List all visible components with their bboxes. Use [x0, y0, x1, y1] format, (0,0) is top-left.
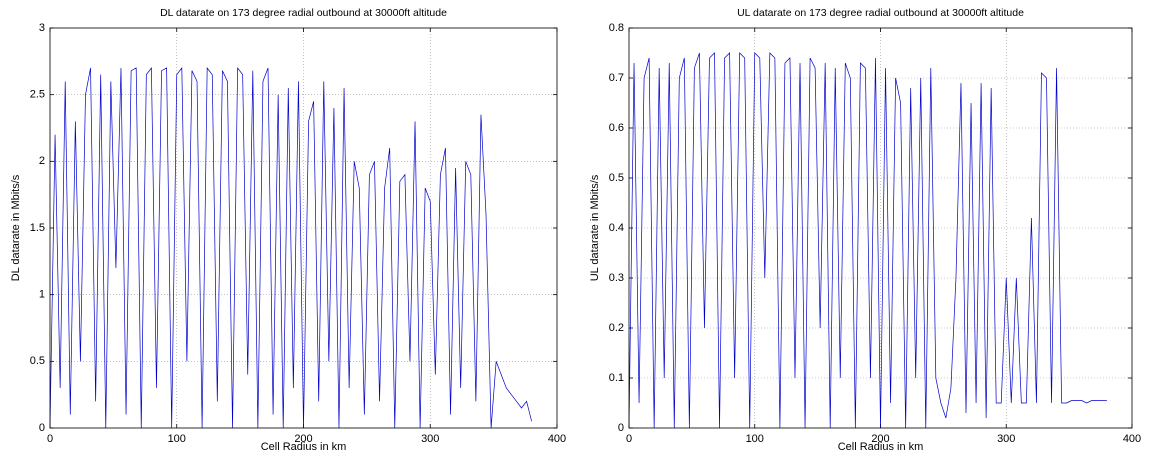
y-tick-label: 0: [618, 422, 624, 434]
x-axis-label: Cell Radius in km: [838, 441, 924, 453]
y-tick-label: 0: [39, 422, 45, 434]
y-tick-label: 0.3: [609, 272, 624, 284]
y-tick-label: 0.5: [30, 355, 45, 367]
y-axis-label: DL datarate in Mbits/s: [10, 174, 22, 281]
axes-frame: [628, 27, 1133, 429]
y-tick-label: 1: [39, 289, 45, 301]
x-tick-label: 300: [421, 433, 439, 445]
y-tick-label: 0.6: [609, 122, 624, 134]
x-tick-label: 0: [47, 433, 53, 445]
y-tick-label: 0.5: [609, 172, 624, 184]
y-tick-label: 2.5: [30, 89, 45, 101]
data-line: [628, 52, 1107, 429]
axes-frame: [49, 27, 558, 429]
y-tick-label: 0.2: [609, 322, 624, 334]
x-tick-label: 200: [294, 433, 312, 445]
x-tick-label: 200: [871, 433, 889, 445]
x-tick-label: 300: [997, 433, 1015, 445]
x-tick-label: 400: [1123, 433, 1141, 445]
y-tick-label: 0.7: [609, 72, 624, 84]
x-tick-label: 0: [626, 433, 632, 445]
x-tick-label: 100: [746, 433, 764, 445]
x-tick-label: 400: [548, 433, 566, 445]
y-tick-label: 1.5: [30, 222, 45, 234]
y-axis-label: UL datarate in Mbits/s: [589, 174, 601, 281]
y-tick-label: 0.8: [609, 22, 624, 34]
y-tick-label: 2: [39, 155, 45, 167]
y-tick-label: 0.4: [609, 222, 624, 234]
chart-title: UL datarate on 173 degree radial outboun…: [737, 7, 1024, 19]
chart-title: DL datarate on 173 degree radial outboun…: [160, 7, 447, 19]
data-line: [49, 66, 532, 429]
y-tick-label: 3: [39, 22, 45, 34]
x-tick-label: 100: [168, 433, 186, 445]
x-axis-label: Cell Radius in km: [261, 441, 347, 453]
y-tick-label: 0.1: [609, 372, 624, 384]
